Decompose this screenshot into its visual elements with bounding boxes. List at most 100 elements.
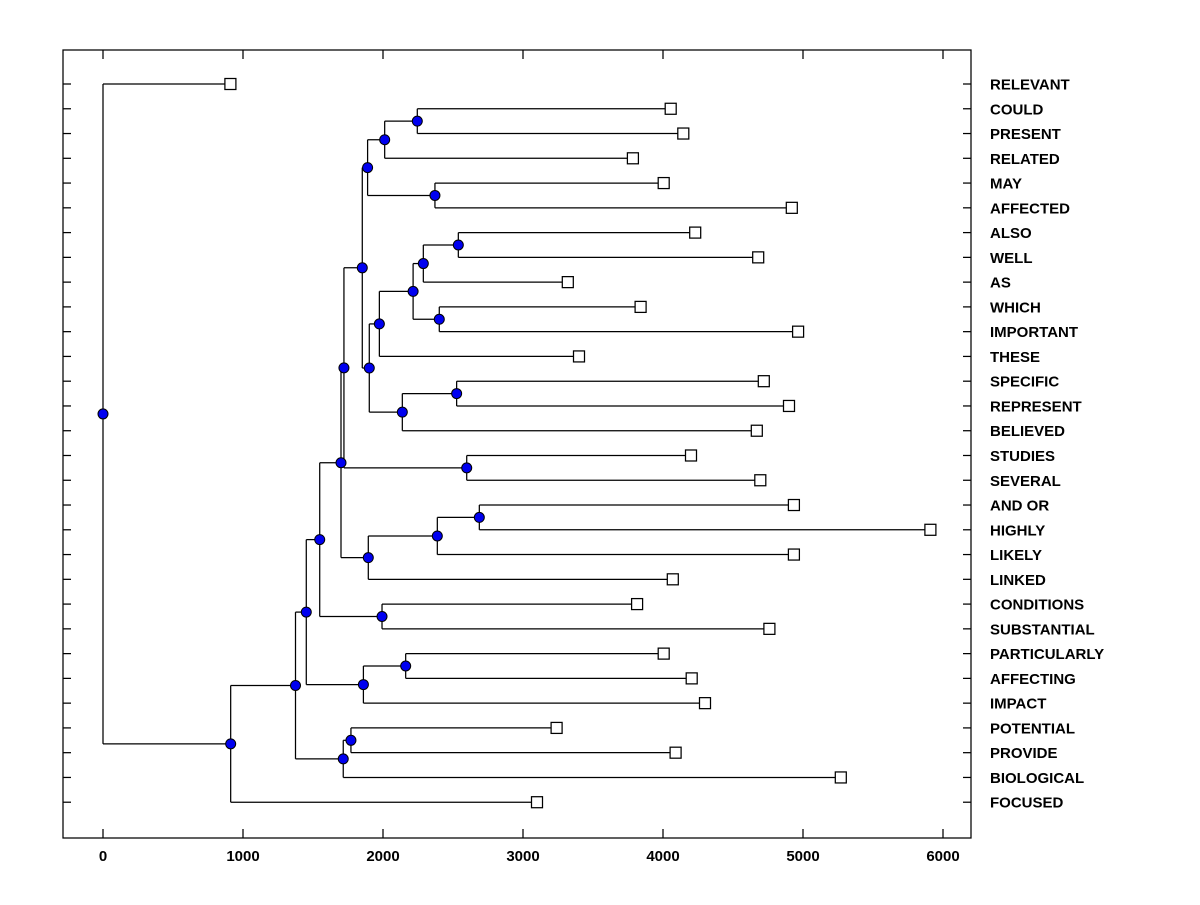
leaf-marker (224, 77, 237, 91)
leaf-marker (572, 350, 586, 363)
leaf-label: WHICH (990, 299, 1041, 316)
leaf-marker (757, 375, 770, 388)
leaf-label: REPRESENT (990, 398, 1082, 415)
leaf-marker (834, 771, 847, 784)
node-marker (338, 362, 350, 374)
node-marker (429, 189, 441, 201)
x-tick-label: 2000 (366, 848, 399, 865)
node-marker (473, 511, 485, 523)
leaf-label: MAY (990, 176, 1022, 193)
leaf-label: PRESENT (990, 126, 1061, 143)
x-tick-label: 1000 (226, 848, 259, 865)
leaf-marker (657, 647, 670, 660)
leaf-label: SEVERAL (990, 473, 1061, 490)
node-marker (357, 679, 369, 691)
leaf-label: SPECIFIC (990, 374, 1059, 391)
node-marker (337, 753, 349, 765)
node-marker (362, 162, 374, 174)
node-marker (356, 262, 368, 274)
leaf-label: ALSO (990, 225, 1032, 242)
leaf-marker (666, 573, 679, 586)
node-marker (363, 362, 375, 374)
leaf-marker (785, 201, 798, 214)
leaf-marker (634, 300, 647, 314)
node-marker (373, 318, 385, 330)
node-marker (345, 734, 357, 746)
leaf-label: PARTICULARLY (990, 646, 1104, 663)
node-marker (300, 606, 312, 618)
leaf-label: AS (990, 275, 1011, 292)
leaf-marker (550, 721, 563, 735)
leaf-marker (787, 498, 801, 512)
leaf-marker (782, 399, 796, 413)
leaf-label: LIKELY (990, 547, 1042, 564)
leaf-label: PROVIDE (990, 745, 1058, 762)
node-marker (376, 610, 388, 622)
node-marker (225, 738, 237, 750)
node-marker (407, 285, 419, 297)
leaf-label: STUDIES (990, 448, 1055, 465)
leaf-label: AFFECTING (990, 671, 1076, 688)
leaf-label: THESE (990, 349, 1040, 366)
leaf-label: AFFECTED (990, 200, 1070, 217)
leaf-label: IMPACT (990, 696, 1046, 713)
node-marker (431, 530, 443, 542)
leaf-marker (685, 672, 698, 685)
node-marker (451, 388, 463, 400)
leaf-label: AND OR (990, 498, 1049, 515)
x-tick-label: 5000 (786, 848, 819, 865)
leaf-marker (750, 424, 763, 437)
node-marker (379, 134, 391, 146)
leaf-marker (657, 176, 670, 190)
node-marker (362, 552, 374, 564)
leaf-marker (763, 622, 776, 635)
leaf-marker (752, 251, 765, 264)
leaf-label: LINKED (990, 572, 1046, 589)
plot-box (62, 49, 972, 839)
leaf-marker (530, 796, 544, 809)
node-marker (335, 457, 347, 469)
node-marker (461, 462, 473, 474)
node-marker (400, 660, 412, 672)
leaf-label: CONDITIONS (990, 597, 1084, 614)
leaf-label: BIOLOGICAL (990, 770, 1084, 787)
leaf-label: RELATED (990, 151, 1060, 168)
node-marker (417, 258, 429, 270)
leaf-marker (684, 449, 698, 462)
leaf-label: FOCUSED (990, 795, 1064, 812)
leaf-label: HIGHLY (990, 522, 1045, 539)
node-marker (396, 406, 408, 418)
leaf-marker (754, 474, 767, 487)
node-marker (411, 115, 423, 127)
leaf-label: COULD (990, 101, 1043, 118)
leaf-marker (924, 523, 937, 536)
x-tick-label: 3000 (506, 848, 539, 865)
leaf-label: WELL (990, 250, 1033, 267)
leaf-marker (677, 127, 690, 140)
leaf-marker (787, 548, 801, 561)
leaf-label: IMPORTANT (990, 324, 1078, 341)
leaf-marker (669, 746, 682, 759)
x-tick-label: 4000 (646, 848, 679, 865)
leaf-marker (626, 152, 640, 165)
leaf-label: BELIEVED (990, 423, 1065, 440)
leaf-marker (561, 276, 574, 289)
node-marker (433, 313, 445, 325)
leaf-label: POTENTIAL (990, 720, 1075, 737)
node-marker (290, 679, 301, 691)
leaf-marker (791, 325, 805, 338)
node-marker (314, 534, 326, 546)
node-marker (452, 239, 464, 251)
x-tick-label: 0 (99, 848, 107, 865)
leaf-marker (630, 597, 644, 611)
leaf-marker (689, 226, 702, 239)
leaf-label: SUBSTANTIAL (990, 621, 1095, 638)
leaf-label: RELEVANT (990, 77, 1070, 94)
leaf-marker (698, 697, 712, 710)
leaf-marker (664, 102, 677, 115)
x-tick-label: 6000 (926, 848, 959, 865)
node-marker (97, 408, 109, 420)
